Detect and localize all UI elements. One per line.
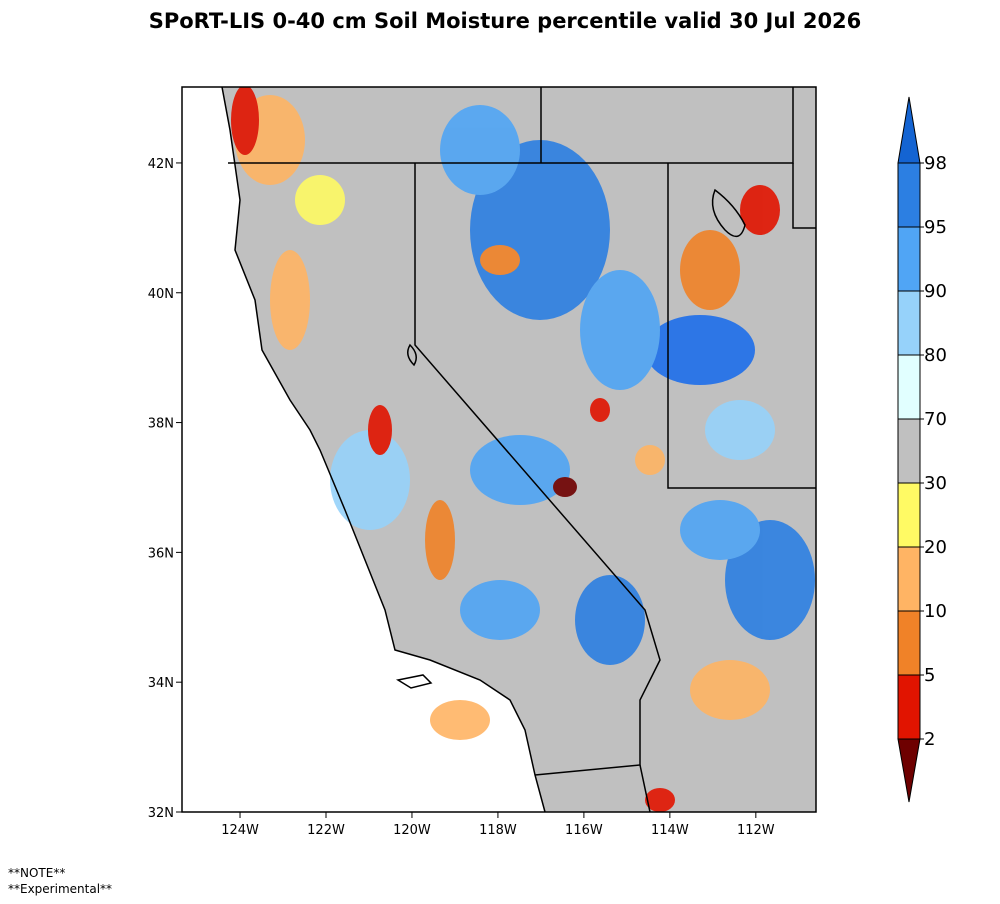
colorbar-bin [897,482,921,548]
y-tick-label: 42N [148,157,174,172]
colorbar-bin [897,674,921,740]
x-tick-label: 112W [737,823,775,838]
note: **Experimental** [8,882,112,896]
colorbar-label: 5 [924,665,935,686]
y-tick-label: 34N [148,676,174,691]
colorbar-bin [897,226,921,292]
x-tick-label: 120W [393,823,431,838]
x-tick-label: 116W [565,823,603,838]
y-tick-label: 32N [148,806,174,821]
colorbar-bin [897,418,921,484]
colorbar-label: 20 [924,537,947,558]
map-frame [181,86,817,813]
colorbar-bin [897,354,921,420]
colorbar-label: 10 [924,601,947,622]
colorbar-bin [897,610,921,676]
colorbar-label: 80 [924,345,947,366]
colorbar-label: 30 [924,473,947,494]
map-field [182,87,816,812]
x-tick-label: 124W [221,823,259,838]
colorbar-bin [897,290,921,356]
y-tick-label: 36N [148,546,174,561]
y-tick-label: 40N [148,287,174,302]
colorbar-bin [897,162,921,228]
colorbar-label: 98 [924,153,947,174]
x-tick-label: 122W [307,823,345,838]
x-tick-label: 118W [479,823,517,838]
title: SPoRT-LIS 0-40 cm Soil Moisture percenti… [149,9,862,33]
colorbar-label: 2 [924,729,935,750]
colorbar-label: 95 [924,217,947,238]
colorbar-bin [897,546,921,612]
colorbar-label: 90 [924,281,947,302]
colorbar-label: 70 [924,409,947,430]
y-tick-label: 38N [148,417,174,432]
x-tick-label: 114W [651,823,689,838]
colorbar-arrow [897,738,921,803]
note: **NOTE** [8,866,65,880]
colorbar-arrow [897,96,921,164]
